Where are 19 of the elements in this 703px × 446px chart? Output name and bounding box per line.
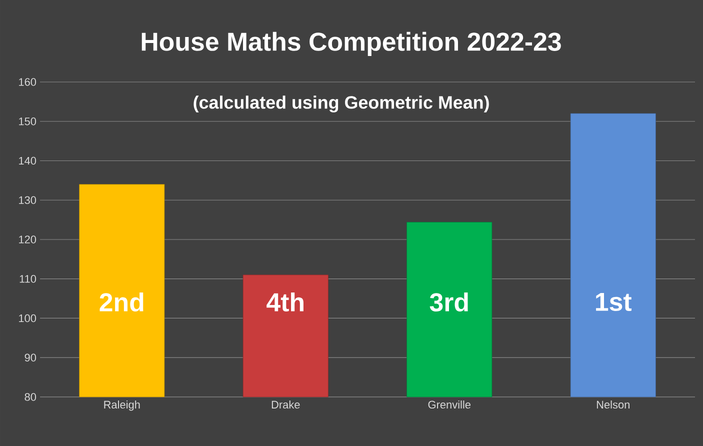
annotation: 3rd	[430, 292, 468, 312]
y-tick-label: 140	[19, 156, 36, 165]
x-tick-label: Raleigh	[104, 400, 140, 411]
y-tick-label: 110	[20, 274, 36, 283]
text: (calculated using Geometric Mean)	[194, 96, 489, 112]
x-tick-label: Grenville	[428, 400, 471, 409]
annotation: 2nd	[100, 292, 144, 312]
y-tick-label: 80	[24, 393, 36, 401]
y-tick-label: 130	[19, 196, 36, 204]
x-tick-label: Drake	[272, 400, 300, 409]
y-tick-label: 120	[19, 236, 36, 244]
y-tick-label: 100	[19, 314, 36, 322]
y-tick-label: 150	[19, 117, 36, 126]
annotation: 1st	[596, 292, 632, 312]
x-tick-label: Nelson	[596, 400, 630, 409]
annotation: 4th	[266, 292, 304, 312]
y-tick-label: 160	[19, 78, 36, 86]
chart-title: House Maths Competition 2022-23	[142, 32, 561, 56]
y-tick-label: 90	[24, 354, 36, 362]
